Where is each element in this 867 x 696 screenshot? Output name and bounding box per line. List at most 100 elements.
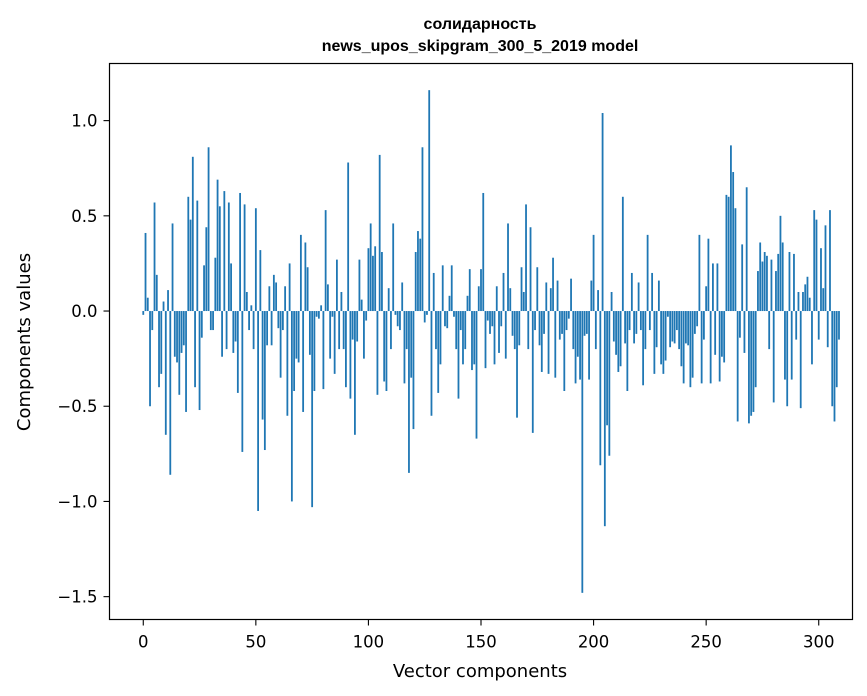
bar-155 [491,311,494,327]
bar-242 [687,311,690,346]
bar-233 [666,311,669,317]
bar-253 [712,263,714,312]
bar-238 [678,311,681,350]
bar-219 [635,311,638,334]
bar-262 [732,172,735,312]
bar-266 [741,244,744,312]
bar-289 [793,253,795,312]
bar-193 [576,311,579,357]
bar-116 [403,311,406,384]
bar-50 [254,208,257,312]
bar-106 [381,252,383,312]
bar-20 [187,196,190,312]
x-tick-label: 250 [690,633,722,652]
bar-282 [777,253,780,312]
bar-186 [561,311,563,334]
y-tick-label: 0.0 [71,302,97,321]
bar-153 [486,311,489,321]
bar-90 [345,311,347,388]
bar-190 [570,278,572,312]
x-axis-label: Vector components [393,661,567,682]
bar-75 [311,311,314,508]
bar-83 [329,311,332,359]
bar-279 [770,259,773,312]
bar-252 [709,311,712,384]
bar-142 [462,311,464,365]
bar-286 [786,311,789,407]
bar-247 [698,234,701,312]
bar-45 [243,204,246,312]
bar-157 [495,286,498,312]
bar-145 [468,269,471,312]
bar-24 [196,200,199,312]
bar-8 [160,311,163,374]
bar-112 [394,311,397,315]
bar-79 [320,305,323,312]
bar-48 [250,305,253,312]
bar-3 [149,311,151,407]
bar-297 [811,311,813,365]
bar-40 [232,311,235,353]
bar-144 [466,295,469,312]
bar-263 [734,208,737,312]
bar-271 [752,311,755,412]
bar-101 [369,223,372,312]
bar-230 [660,311,663,365]
bar-269 [748,311,750,424]
bar-203 [599,311,602,466]
bar-12 [169,311,172,475]
bar-211 [617,311,620,372]
bar-217 [630,272,633,312]
bar-111 [392,223,395,312]
bar-162 [507,223,509,312]
bar-128 [430,311,433,416]
y-tick-label: −0.5 [57,397,97,416]
bar-159 [500,311,503,327]
bar-59 [275,282,278,312]
bar-265 [739,311,741,338]
bar-93 [351,311,354,340]
bar-53 [261,311,264,420]
bar-49 [252,311,255,350]
bar-221 [639,311,642,331]
bar-277 [766,255,768,312]
bar-54 [263,311,266,451]
bar-183 [554,311,557,378]
x-tick-label: 200 [578,633,610,652]
bar-166 [516,311,518,418]
bar-192 [574,311,577,384]
bar-303 [824,225,827,312]
chart-title-line1: солидарность [424,16,537,33]
bar-70 [299,234,302,312]
bar-181 [549,288,552,312]
bar-127 [428,90,431,312]
bar-31 [212,311,214,331]
bar-167 [518,311,521,346]
bar-113 [396,311,399,327]
bar-189 [567,311,570,319]
bar-187 [563,311,566,391]
bar-276 [763,252,766,312]
bar-218 [633,311,635,344]
bar-61 [279,311,282,378]
bar-52 [259,250,262,312]
bar-208 [610,291,613,312]
bar-171 [527,311,530,350]
bar-60 [277,311,280,329]
bar-169 [522,291,525,312]
bar-306 [831,311,834,407]
bar-244 [691,311,694,378]
bar-141 [459,311,462,331]
bar-140 [457,311,460,399]
bar-245 [693,311,696,334]
bar-243 [689,311,692,388]
bar-232 [664,311,667,361]
bar-170 [525,204,527,312]
bar-241 [684,311,687,344]
bar-275 [761,261,764,312]
bar-19 [185,311,187,412]
bar-235 [671,311,674,342]
bar-288 [790,311,793,380]
bar-274 [759,242,762,312]
bar-299 [815,219,818,312]
